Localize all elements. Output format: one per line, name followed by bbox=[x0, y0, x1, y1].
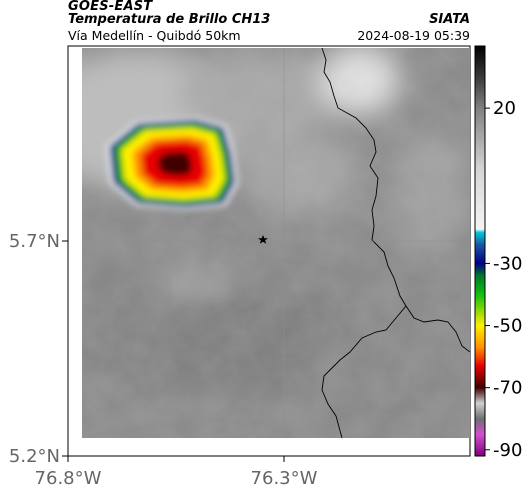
figure-header: GOES-EAST Temperatura de Brillo CH13 Vía… bbox=[0, 0, 526, 46]
datetime-label: 2024-08-19 05:39 bbox=[357, 28, 470, 43]
y-tick-label: 5.7°N bbox=[9, 231, 60, 252]
agency-label: SIATA bbox=[429, 12, 470, 27]
map-layer bbox=[82, 48, 470, 438]
colorbar-tick-label: 20 bbox=[493, 98, 516, 119]
region-label: Vía Medellín - Quibdó 50km bbox=[68, 28, 241, 43]
station-star-marker bbox=[258, 235, 268, 244]
x-tick-label: 76.3°W bbox=[251, 468, 318, 489]
cold-cloud-top bbox=[106, 117, 238, 210]
colorbar-tick-label: -70 bbox=[493, 378, 522, 399]
x-axis: 76.8°W 76.3°W bbox=[35, 456, 318, 489]
satellite-name: GOES-EAST bbox=[68, 0, 153, 14]
noise-texture bbox=[82, 48, 470, 438]
map-panel bbox=[67, 45, 471, 457]
colorbar-gradient bbox=[474, 45, 486, 457]
cloud-contour bbox=[157, 151, 193, 176]
y-tick-label: 5.2°N bbox=[9, 446, 60, 467]
graticule bbox=[82, 48, 470, 438]
colorbar-tick-label: -50 bbox=[493, 316, 522, 337]
political-borders bbox=[321, 48, 470, 438]
product-title: Temperatura de Brillo CH13 bbox=[68, 12, 271, 27]
x-tick-label: 76.8°W bbox=[35, 468, 102, 489]
colorbar-tick-label: -30 bbox=[493, 253, 522, 274]
y-axis: 5.7°N 5.2°N bbox=[9, 231, 68, 467]
colorbar: 20 -30 -50 -70 -90 bbox=[474, 45, 522, 461]
colorbar-tick-label: -90 bbox=[493, 440, 522, 461]
